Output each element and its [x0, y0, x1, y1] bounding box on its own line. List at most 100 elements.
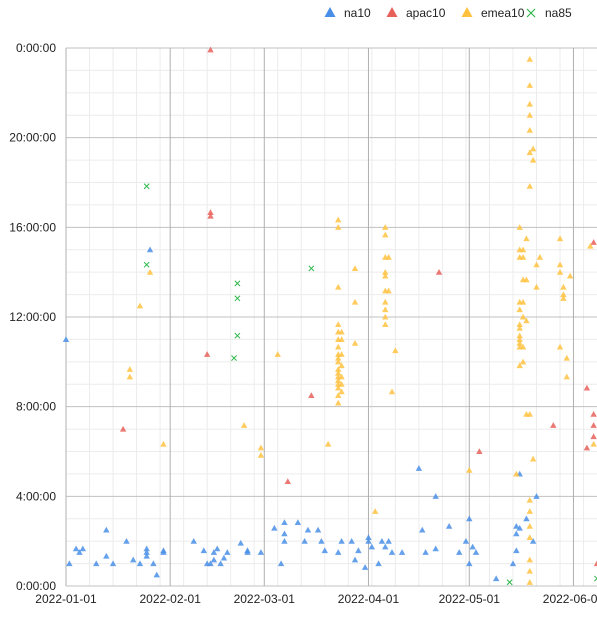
- legend-label: na10: [344, 6, 371, 20]
- data-point-emea10: [526, 82, 533, 88]
- data-point-na10: [207, 560, 214, 567]
- data-point-na10: [143, 545, 150, 552]
- data-point-emea10: [382, 231, 389, 238]
- data-point-na10: [210, 556, 218, 563]
- data-point-emea10: [526, 126, 533, 133]
- data-point-na10: [513, 530, 520, 537]
- data-point-na10: [220, 554, 228, 561]
- data-point-na10: [146, 246, 154, 253]
- data-point-na10: [365, 537, 372, 544]
- data-point-na10: [66, 560, 73, 567]
- data-point-na10: [281, 519, 288, 526]
- data-point-emea10: [335, 358, 342, 365]
- data-point-emea10: [516, 339, 523, 346]
- data-point-emea10: [526, 149, 533, 156]
- data-point-na10: [523, 515, 530, 522]
- data-point-na10: [466, 515, 473, 522]
- data-point-emea10: [529, 145, 537, 152]
- data-point-apac10: [119, 425, 127, 432]
- data-point-na10: [348, 537, 355, 544]
- y-tick-label: 16:00:00: [9, 220, 56, 234]
- data-point-na10: [217, 560, 224, 567]
- data-point-emea10: [351, 339, 359, 346]
- data-point-na10: [361, 564, 369, 570]
- data-point-emea10: [526, 534, 533, 540]
- data-point-emea10: [516, 362, 523, 369]
- data-point-emea10: [382, 268, 389, 275]
- data-point-na10: [160, 547, 167, 554]
- legend-marker: [526, 8, 536, 18]
- data-point-emea10: [257, 444, 265, 451]
- x-tick-label: 2022-01-01: [35, 592, 97, 606]
- data-point-emea10: [382, 272, 389, 279]
- data-point-na10: [529, 537, 537, 544]
- legend-marker: [386, 7, 398, 17]
- data-point-emea10: [516, 336, 523, 342]
- data-point-emea10: [519, 298, 527, 305]
- data-point-apac10: [476, 448, 483, 455]
- data-point-emea10: [519, 246, 527, 253]
- data-point-na10: [136, 560, 144, 567]
- legend-item-emea10[interactable]: emea10: [461, 6, 525, 20]
- data-point-na10: [271, 524, 278, 531]
- data-point-apac10: [590, 410, 597, 417]
- data-point-apac10: [593, 560, 597, 567]
- data-point-emea10: [526, 100, 533, 107]
- data-point-na10: [419, 526, 426, 533]
- data-point-na10: [210, 549, 218, 555]
- data-point-emea10: [526, 567, 533, 574]
- data-point-emea10: [126, 373, 134, 380]
- legend-item-na10[interactable]: na10: [324, 6, 372, 20]
- data-point-emea10: [519, 358, 527, 365]
- data-point-na85: [308, 265, 315, 272]
- data-point-emea10: [335, 392, 342, 399]
- data-point-emea10: [526, 508, 533, 514]
- data-point-emea10: [388, 388, 396, 395]
- data-point-apac10: [590, 239, 597, 245]
- data-point-apac10: [207, 46, 214, 53]
- data-point-emea10: [335, 377, 342, 384]
- data-point-emea10: [563, 373, 570, 380]
- data-point-emea10: [529, 455, 537, 462]
- y-tick-label: 0:00:00: [16, 579, 56, 593]
- data-point-emea10: [371, 508, 379, 514]
- data-point-na10: [79, 545, 87, 552]
- data-point-emea10: [526, 183, 533, 189]
- data-point-na10: [200, 547, 207, 554]
- data-point-emea10: [516, 332, 523, 339]
- data-point-emea10: [519, 313, 527, 320]
- data-point-emea10: [516, 325, 523, 331]
- data-point-emea10: [536, 254, 544, 260]
- data-point-emea10: [240, 422, 248, 428]
- data-point-na10: [130, 556, 137, 563]
- data-point-na10: [150, 560, 157, 567]
- data-point-na10: [338, 537, 345, 544]
- data-point-na10: [109, 560, 117, 567]
- data-point-na10: [301, 537, 308, 544]
- data-point-emea10: [335, 366, 342, 372]
- major-gridlines: [65, 47, 597, 587]
- data-point-emea10: [338, 373, 345, 380]
- data-point-na10: [385, 537, 392, 544]
- data-point-na10: [432, 493, 439, 499]
- data-point-emea10: [335, 369, 342, 376]
- data-point-na10: [314, 526, 322, 533]
- data-point-na85: [234, 295, 241, 302]
- data-point-na10: [469, 543, 476, 550]
- data-point-emea10: [126, 366, 134, 372]
- data-point-na10: [143, 549, 150, 555]
- data-point-na10: [103, 552, 110, 559]
- data-point-emea10: [335, 399, 342, 406]
- data-point-emea10: [556, 235, 564, 242]
- data-point-na10: [190, 537, 197, 544]
- legend: na10 apac10 emea10 na85: [324, 6, 572, 20]
- data-point-emea10: [526, 56, 533, 62]
- series-apac10: [119, 46, 597, 567]
- data-point-na10: [388, 549, 396, 555]
- data-point-apac10: [550, 422, 557, 428]
- data-point-emea10: [556, 261, 564, 268]
- legend-item-apac10[interactable]: apac10: [386, 6, 446, 20]
- legend-item-na85[interactable]: na85: [526, 6, 572, 20]
- data-point-emea10: [338, 381, 345, 387]
- y-axis-tick-labels: 0:00:00 4:00:00 8:00:00 12:00:00 16:00:00 20:…: [9, 41, 56, 593]
